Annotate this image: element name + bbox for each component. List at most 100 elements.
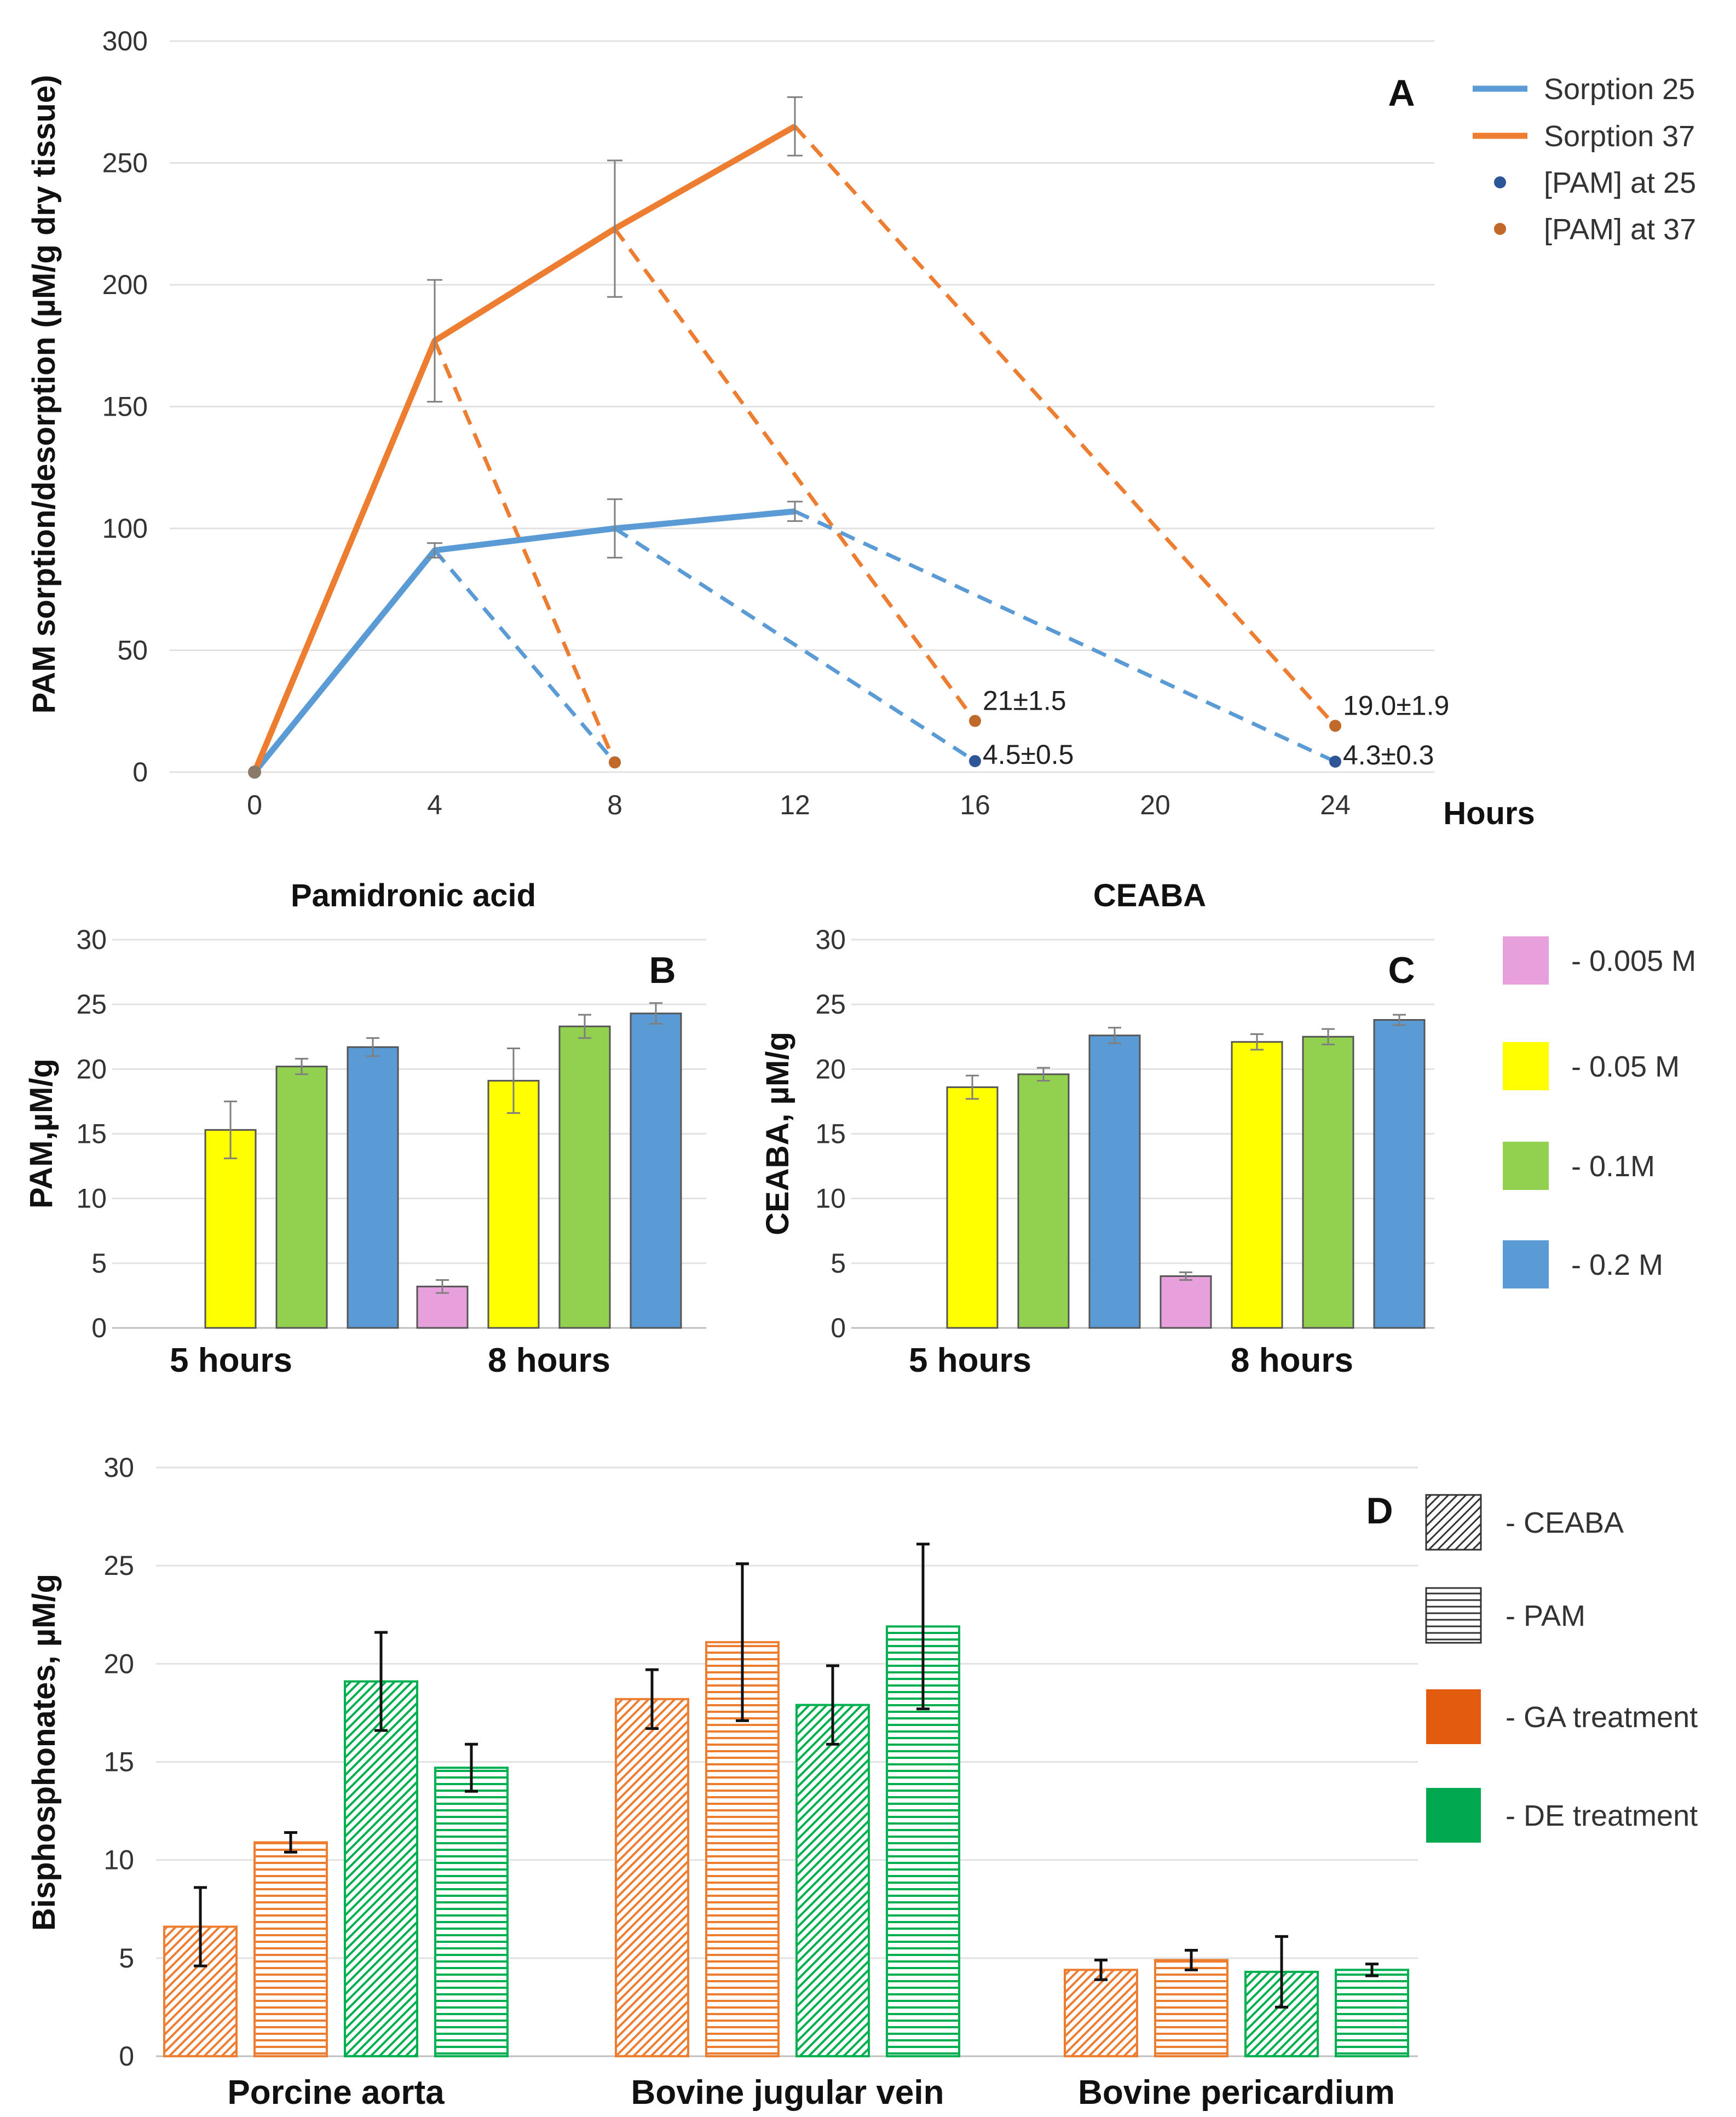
panel-c-y-tick-label: 15 bbox=[815, 1119, 846, 1149]
panel-d-y-axis-title: Bisphosphonates, µM/g bbox=[26, 1574, 62, 1931]
panel-c-y-tick-label: 30 bbox=[815, 924, 846, 955]
panel-a-y-axis-title: PAM sorption/desorption (µM/g dry tissue… bbox=[26, 75, 62, 714]
panel-d-category-label: Bovine jugular vein bbox=[631, 2074, 944, 2112]
panel-b-category-label: 5 hours bbox=[170, 1342, 292, 1379]
panel-a-desorption-25-line bbox=[433, 549, 616, 764]
panel-c-y-tick-label: 5 bbox=[830, 1248, 846, 1279]
panel-b-y-tick-label: 0 bbox=[91, 1313, 107, 1343]
panel-d-bar bbox=[615, 1698, 689, 2057]
panel-d-bar bbox=[1335, 1969, 1409, 2057]
panel-b-y-tick-label: 20 bbox=[76, 1054, 107, 1084]
panel-a-series-line-25 bbox=[252, 508, 795, 774]
panel-b-y-tick-label: 15 bbox=[76, 1119, 107, 1149]
panel-c-y-tick-label: 10 bbox=[815, 1183, 846, 1214]
panel-c-bar bbox=[1231, 1041, 1283, 1329]
panel-c-y-tick-label: 25 bbox=[815, 989, 846, 1020]
panel-b-y-tick-label: 10 bbox=[76, 1183, 107, 1214]
panel-d-bar-chart: 0 5 10 15 20 25 30 Porcine aorta Bovine jugular … bbox=[26, 1452, 1698, 2112]
panel-a-desorption-37-line bbox=[613, 227, 977, 722]
panel-d-bar bbox=[344, 1680, 418, 2057]
panel-c-y-tick-label: 20 bbox=[815, 1054, 846, 1084]
panel-b-y-tick-label: 30 bbox=[76, 924, 107, 955]
panel-a-point-37 bbox=[1329, 720, 1341, 732]
panel-b-bar bbox=[558, 1025, 611, 1329]
legend-concentration-label: - 0.005 M bbox=[1571, 945, 1696, 977]
panel-d-y-tick-label: 20 bbox=[103, 1648, 134, 1679]
panel-d-bar bbox=[434, 1767, 509, 2057]
panel-a-annotation: 4.5±0.5 bbox=[983, 739, 1074, 770]
legend-treatment-label: - PAM bbox=[1506, 1600, 1585, 1632]
concentration-legend: - 0.005 M - 0.05 M - 0.1M - 0.2 M bbox=[1503, 936, 1696, 1288]
panel-d-y-tick-label: 25 bbox=[103, 1550, 134, 1581]
panel-c-category-label: 5 hours bbox=[909, 1342, 1031, 1379]
legend-pam-25-swatch bbox=[1494, 176, 1506, 188]
panel-d-y-tick-label: 30 bbox=[103, 1452, 134, 1483]
panel-b-y-axis-title: PAM,µM/g bbox=[24, 1058, 59, 1209]
legend-concentration-swatch bbox=[1503, 1042, 1549, 1090]
legend-pam-swatch bbox=[1425, 1587, 1482, 1644]
panel-a-point-37 bbox=[969, 715, 981, 727]
panel-a-y-tick-label: 50 bbox=[117, 635, 148, 666]
panel-a-y-tick-label: 250 bbox=[102, 148, 148, 179]
panel-a-annotation: 19.0±1.9 bbox=[1343, 690, 1449, 721]
panel-c-letter: C bbox=[1388, 950, 1415, 991]
panel-a-origin-point bbox=[248, 766, 261, 779]
panel-b-y-tick-label: 5 bbox=[91, 1248, 107, 1279]
panel-d-y-tick-label: 0 bbox=[119, 2041, 134, 2072]
panel-a-line-chart: 0 50 100 150 200 250 300 0 4 8 12 16 20 24 Hours PAM so… bbox=[26, 26, 1696, 831]
panel-b-bar bbox=[630, 1013, 682, 1329]
panel-a-x-tick-label: 0 bbox=[247, 790, 262, 820]
panel-a-x-axis-title: Hours bbox=[1443, 796, 1535, 831]
legend-concentration-label: - 0.2 M bbox=[1571, 1249, 1663, 1281]
legend-pam-37-swatch bbox=[1494, 223, 1506, 235]
panel-d-bar bbox=[253, 1841, 328, 2058]
panel-b-bar-chart: 0 5 10 15 20 25 30 5 hours 8 hours Pamidronic aci… bbox=[24, 878, 706, 1379]
panel-a-desorption-25-line bbox=[614, 527, 976, 763]
panel-a-series-line-37 bbox=[251, 123, 797, 774]
panel-d-category-label: Porcine aorta bbox=[227, 2074, 445, 2112]
panel-c-title: CEABA bbox=[1093, 878, 1206, 913]
legend-concentration-swatch bbox=[1503, 936, 1549, 985]
panel-a-y-tick-label: 100 bbox=[102, 513, 148, 544]
panel-a-letter: A bbox=[1388, 72, 1415, 114]
legend-concentration-swatch bbox=[1503, 1240, 1549, 1288]
panel-c-bar bbox=[1017, 1073, 1070, 1329]
panel-b-bar bbox=[204, 1129, 257, 1329]
panel-a-y-tick-label: 300 bbox=[102, 26, 148, 56]
panel-c-bar bbox=[1160, 1275, 1212, 1329]
panel-a-x-tick-label: 20 bbox=[1140, 790, 1170, 820]
panel-b-category-label: 8 hours bbox=[488, 1342, 610, 1379]
legend-ceaba-swatch bbox=[1425, 1494, 1482, 1551]
panel-a-y-tick-label: 150 bbox=[102, 392, 148, 422]
panel-c-bar bbox=[1302, 1036, 1354, 1329]
panel-a-annotation: 4.3±0.3 bbox=[1343, 740, 1434, 770]
panel-d-letter: D bbox=[1366, 1490, 1393, 1532]
panel-a-y-tick-label: 0 bbox=[132, 757, 148, 787]
panel-d-y-tick-label: 10 bbox=[103, 1845, 134, 1876]
panel-c-bar bbox=[1088, 1034, 1141, 1329]
panel-d-y-tick-label: 15 bbox=[103, 1747, 134, 1777]
panel-a-x-tick-label: 12 bbox=[780, 790, 810, 820]
legend-concentration-swatch bbox=[1503, 1142, 1549, 1190]
legend-entry-label: Sorption 25 bbox=[1544, 73, 1695, 106]
legend-concentration-label: - 0.1M bbox=[1571, 1150, 1655, 1183]
panel-a-x-tick-label: 4 bbox=[427, 790, 442, 820]
legend-entry-label: [PAM] at 37 bbox=[1544, 213, 1696, 246]
legend-entry-label: Sorption 37 bbox=[1544, 120, 1695, 153]
panel-c-y-axis-title: CEABA, µM/g bbox=[760, 1032, 795, 1235]
panel-b-title: Pamidronic acid bbox=[291, 878, 536, 913]
panel-d-bar bbox=[795, 1704, 870, 2057]
panel-c-bar bbox=[946, 1086, 999, 1329]
legend-treatment-label: - CEABA bbox=[1506, 1506, 1624, 1539]
panel-a-y-tick-label: 200 bbox=[102, 269, 148, 300]
legend-treatment-label: - GA treatment bbox=[1506, 1701, 1698, 1734]
panel-b-letter: B bbox=[649, 950, 676, 991]
panel-d-category-label: Bovine pericardium bbox=[1078, 2074, 1395, 2112]
panel-a-desorption-37-line bbox=[432, 340, 617, 763]
legend-concentration-label: - 0.05 M bbox=[1571, 1050, 1680, 1083]
panel-a-x-tick-label: 24 bbox=[1320, 790, 1351, 820]
panel-a-annotation: 21±1.5 bbox=[983, 686, 1066, 716]
panel-a-point-25 bbox=[1329, 755, 1341, 768]
panel-d-bar bbox=[1154, 1959, 1229, 2058]
legend-entry-label: [PAM] at 25 bbox=[1544, 166, 1696, 199]
